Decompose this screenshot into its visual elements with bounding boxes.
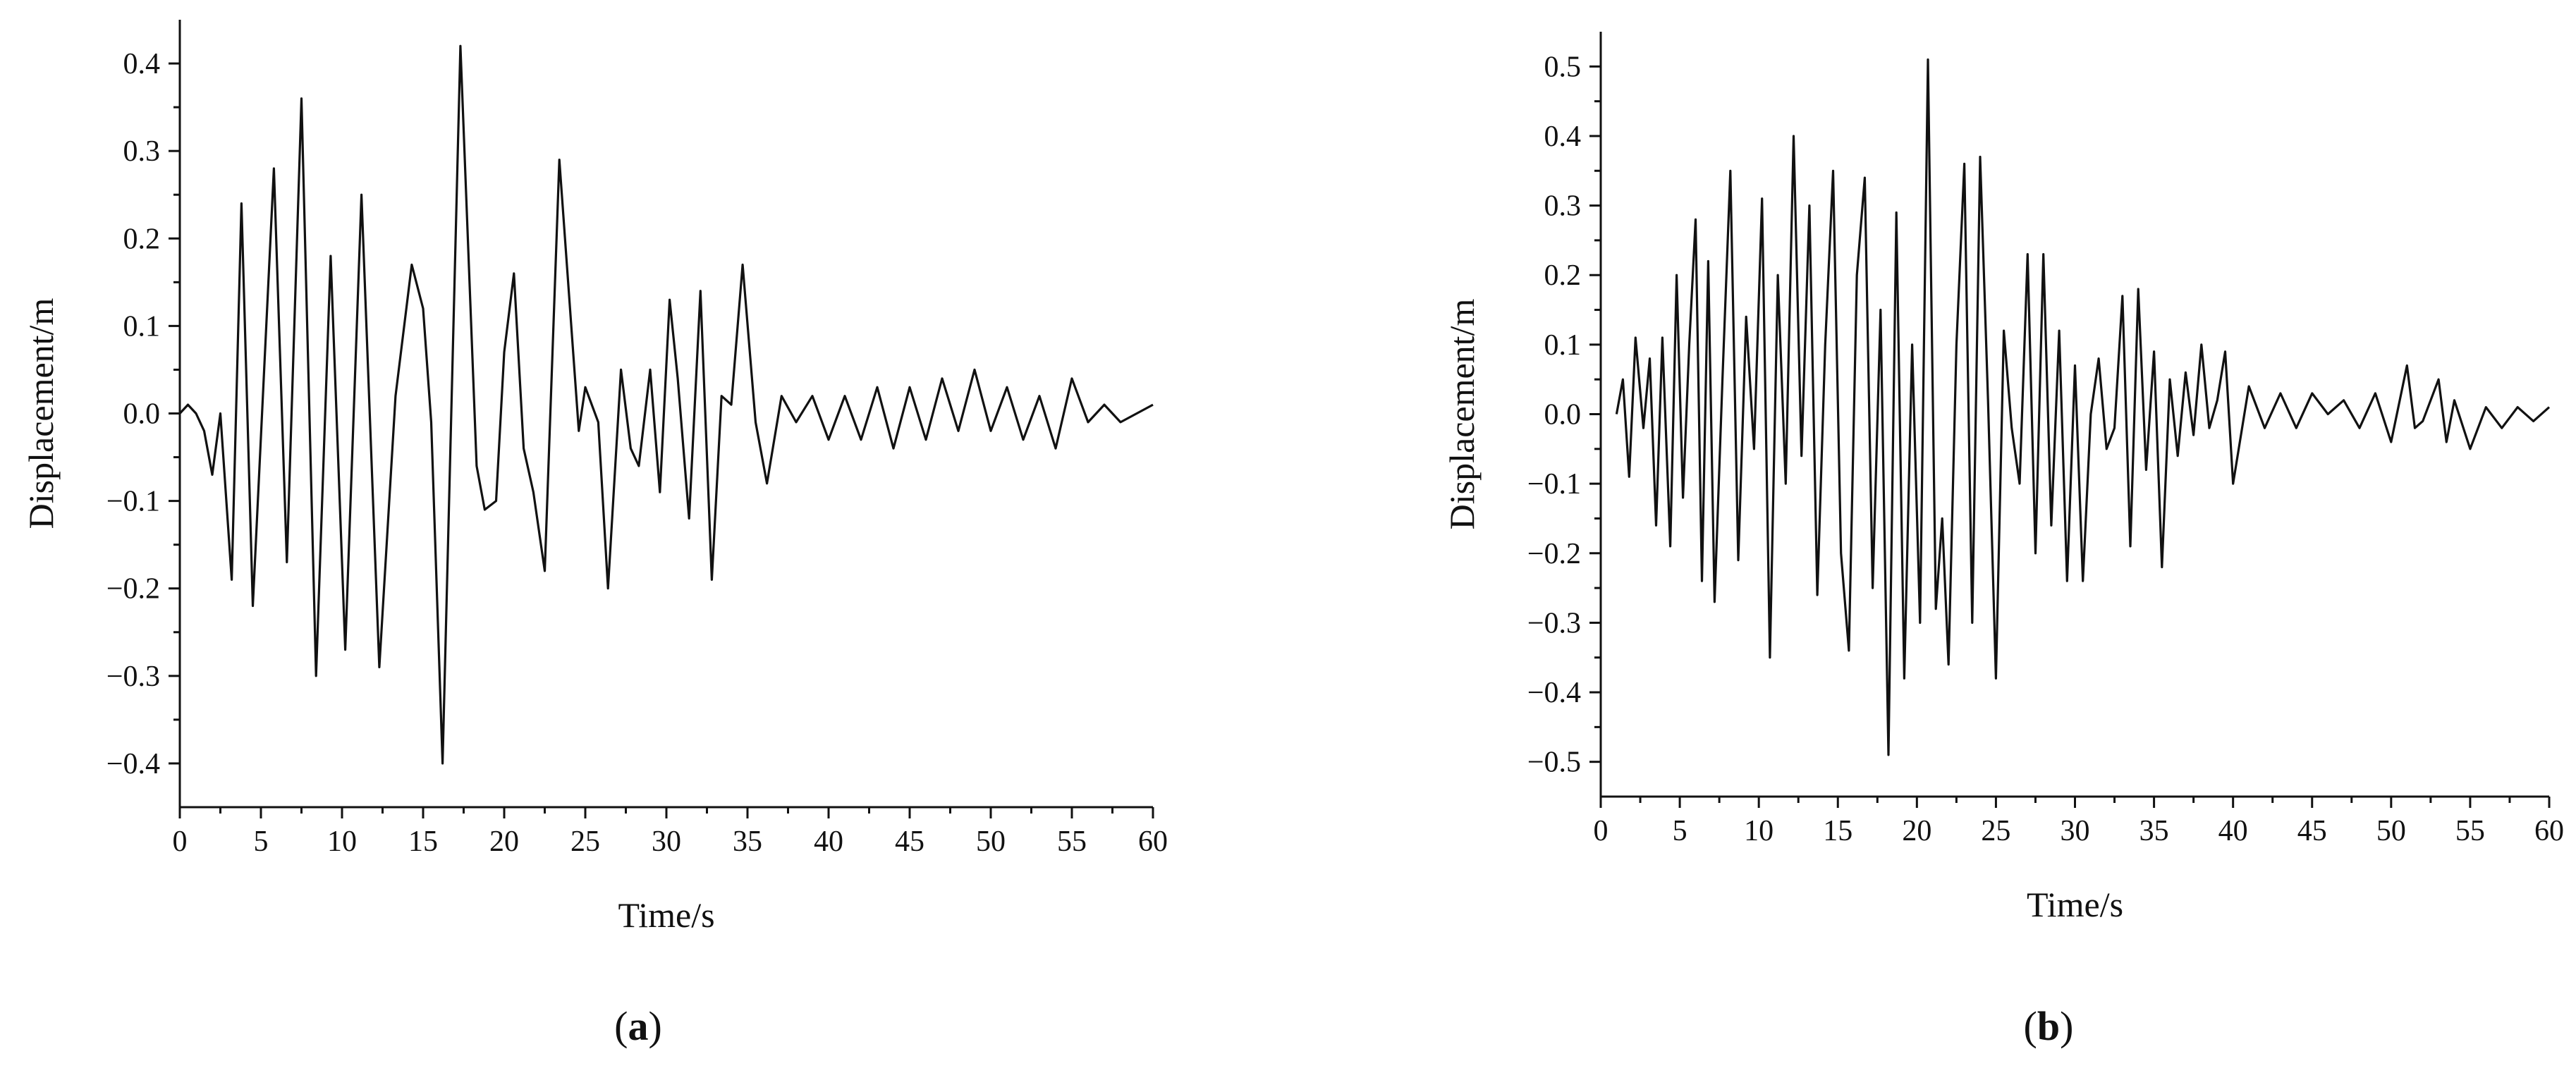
y-tick-label: −0.4: [106, 748, 160, 780]
x-tick-label: 55: [2455, 815, 2485, 847]
panel-label-open-paren: (: [2024, 1003, 2037, 1049]
y-tick-label: 0.5: [1544, 51, 1582, 83]
y-tick-label: 0.0: [123, 398, 161, 431]
x-axis-title: Time/s: [618, 895, 714, 935]
series-line: [178, 44, 1154, 765]
y-tick-label: 0.4: [123, 48, 161, 80]
series-layer: [1615, 58, 2551, 756]
x-tick-label: 35: [733, 825, 762, 858]
panel-label: (b): [2024, 1003, 2074, 1049]
y-tick-label: −0.1: [1527, 468, 1581, 501]
x-tick-label: 20: [489, 825, 519, 858]
x-tick-label: 30: [2061, 815, 2090, 847]
x-tick-label: 60: [2534, 815, 2564, 847]
y-tick-label: −0.1: [106, 486, 160, 518]
panel-label-letter: a: [628, 1003, 649, 1049]
y-tick-label: −0.5: [1527, 747, 1581, 779]
chart-panel-b: 0 5 10 15 20 25 30 35 40 45 50 55 60 −0.5 −0.4 −0.3 −0.2…: [1442, 32, 2564, 1049]
x-tick-label: 35: [2139, 815, 2169, 847]
x-tick-label: 20: [1902, 815, 1931, 847]
x-tick-label: 45: [2297, 815, 2327, 847]
x-tick-label: 0: [173, 825, 188, 858]
y-tick-label: 0.2: [123, 223, 161, 255]
series-layer: [178, 44, 1154, 765]
y-tick-label: 0.0: [1544, 399, 1582, 431]
chart-panel-a: 0 5 10 15 20 25 30 35 40 45 50 55 60 −0.4 −0.3 −0.2 −0.1…: [21, 20, 1168, 1049]
y-tick-label: 0.3: [123, 135, 161, 168]
x-tick-label: 40: [2218, 815, 2248, 847]
panel-label-letter: b: [2037, 1003, 2060, 1049]
x-tick-label: 0: [1594, 815, 1609, 847]
y-tick-label: 0.4: [1544, 121, 1582, 153]
x-tick-label: 5: [1673, 815, 1687, 847]
x-tick-label: 15: [408, 825, 438, 858]
y-tick-label: 0.1: [123, 310, 161, 343]
x-tick-label: 15: [1823, 815, 1852, 847]
x-tick-label: 50: [2376, 815, 2406, 847]
y-tick-label: −0.4: [1527, 677, 1581, 709]
y-tick-label: 0.1: [1544, 329, 1582, 362]
x-tick-label: 30: [652, 825, 681, 858]
x-tick-label: 60: [1138, 825, 1168, 858]
x-tick-label: 55: [1057, 825, 1087, 858]
y-tick-label: 0.2: [1544, 259, 1582, 292]
x-tick-label: 10: [1744, 815, 1774, 847]
y-axis-title: Displacement/m: [21, 298, 61, 529]
x-tick-label: 25: [1981, 815, 2010, 847]
x-tick-label: 25: [570, 825, 600, 858]
y-tick-label: 0.3: [1544, 190, 1582, 223]
axis-layer: 0 5 10 15 20 25 30 35 40 45 50 55 60 −0.4 −0.3 −0.2 −0.1…: [106, 20, 1168, 858]
panel-label: (a): [614, 1003, 662, 1049]
panel-label-close-paren: ): [2060, 1003, 2073, 1049]
x-tick-label: 50: [976, 825, 1006, 858]
x-tick-label: 10: [327, 825, 357, 858]
axis-layer: 0 5 10 15 20 25 30 35 40 45 50 55 60 −0.5 −0.4 −0.3 −0.2…: [1527, 32, 2564, 847]
x-tick-label: 45: [895, 825, 924, 858]
x-tick-label: 5: [254, 825, 269, 858]
series-line: [1615, 58, 2551, 756]
y-tick-label: −0.3: [1527, 607, 1581, 639]
x-tick-label: 40: [814, 825, 843, 858]
panel-label-close-paren: ): [649, 1003, 662, 1049]
y-tick-label: −0.2: [106, 573, 160, 606]
y-axis-title: Displacement/m: [1442, 299, 1482, 530]
y-tick-label: −0.2: [1527, 538, 1581, 570]
x-axis-title: Time/s: [2027, 885, 2123, 924]
y-tick-label: −0.3: [106, 661, 160, 693]
panel-label-open-paren: (: [614, 1003, 628, 1049]
